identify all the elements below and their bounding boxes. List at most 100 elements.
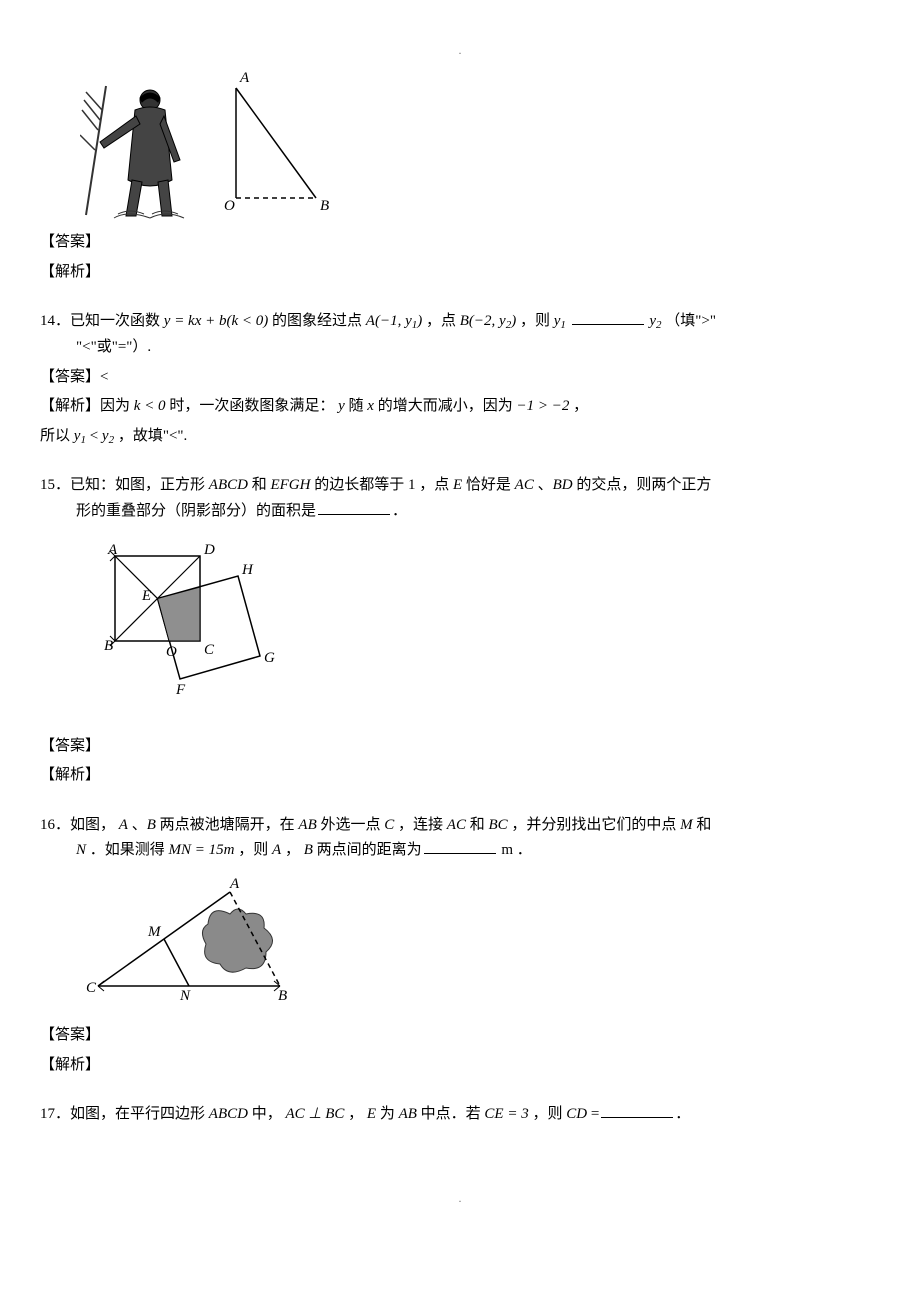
label-O: O: [224, 198, 235, 214]
lbl-G: G: [264, 650, 275, 666]
q13-analysis-label: 【解析】: [40, 260, 880, 286]
q14-y1-sub: 1: [560, 319, 566, 331]
q17-CD: CD: [566, 1106, 587, 1122]
q17-tf: ，则: [529, 1106, 567, 1122]
q17-AB: AB: [399, 1106, 417, 1122]
lbl-D: D: [203, 542, 215, 558]
q16-th: 和: [693, 817, 712, 833]
q15-text-b: 和: [248, 477, 271, 493]
q17-tb: 中，: [248, 1106, 286, 1122]
q16-AB: AB: [298, 817, 316, 833]
q16-l2c: MN = 15m: [169, 842, 235, 858]
q16-l2a: N: [76, 842, 86, 858]
lbl-F: F: [175, 682, 186, 698]
q16-l2e: A: [272, 842, 281, 858]
q16-te: ，连接: [394, 817, 447, 833]
q17-te: 中点．若: [417, 1106, 485, 1122]
q17-td: 为: [376, 1106, 399, 1122]
q14-an-g: −1 > −2: [516, 398, 569, 414]
lbl16-B: B: [278, 988, 287, 1004]
q15-ptE: E: [453, 477, 462, 493]
lbl-A: A: [107, 542, 118, 558]
top-marker: .: [40, 40, 880, 60]
q14-tail: （填">": [665, 313, 716, 329]
q16-M: M: [680, 817, 693, 833]
q15-AC: AC: [515, 477, 534, 493]
q15: 15．已知：如图，正方形 ABCD 和 EFGH 的边长都等于 1 ，点 E 恰…: [40, 473, 880, 789]
q17-tg: =: [587, 1106, 599, 1122]
lbl16-M: M: [147, 924, 162, 940]
bottom-marker: .: [40, 1188, 880, 1208]
q16-l2h: 两点间的距离为: [313, 842, 422, 858]
q16-l2f: ，: [281, 842, 304, 858]
q15-text-d: 恰好是: [462, 477, 515, 493]
q17-period: ．: [675, 1106, 690, 1122]
lbl-E: E: [141, 588, 151, 604]
q17-line1: 17．如图，在平行四边形 ABCD 中， AC ⊥ BC ， E 为 AB 中点…: [76, 1102, 880, 1128]
q14-y2-sub: 2: [656, 319, 662, 331]
q15-period: ．: [392, 503, 407, 519]
q17-num: 17．: [40, 1106, 70, 1122]
q17-ABCD: ABCD: [209, 1106, 248, 1122]
q16-figure: A B C M N: [80, 874, 880, 1014]
q16-unit: m ．: [501, 842, 531, 858]
page: . A O B: [0, 0, 920, 1288]
q13-answer-label: 【答案】: [40, 230, 880, 256]
q15-line2-text: 形的重叠部分（阴影部分）的面积是: [76, 503, 316, 519]
q16-AC: AC: [447, 817, 466, 833]
lbl-C: C: [204, 642, 215, 658]
pond-triangle-icon: A B C M N: [80, 874, 320, 1004]
label-A: A: [239, 70, 250, 86]
q14-an-f: 的增大而减小，因为: [374, 398, 517, 414]
q14-ptA: A(−1, y: [366, 313, 412, 329]
q15-sq1: ABCD: [209, 477, 248, 493]
q15-sq2: EFGH: [270, 477, 310, 493]
q15-text-f: 的交点，则两个正方: [573, 477, 712, 493]
q17-E: E: [367, 1106, 376, 1122]
q14-formula: y = kx + b(k < 0): [164, 313, 269, 329]
q16: 16．如图， A 、B 两点被池塘隔开，在 AB 外选一点 C ，连接 AC 和…: [40, 813, 880, 1079]
lbl16-C: C: [86, 980, 97, 996]
q16-num: 16．: [40, 817, 70, 833]
q17-tc: ，: [344, 1106, 367, 1122]
q15-answer-label: 【答案】: [40, 734, 880, 760]
q14-text-a: 已知一次函数: [70, 313, 164, 329]
q15-line1: 15．已知：如图，正方形 ABCD 和 EFGH 的边长都等于 1 ，点 E 恰…: [76, 473, 880, 499]
q14-an-cond: k < 0: [134, 398, 166, 414]
q14: 14．已知一次函数 y = kx + b(k < 0) 的图象经过点 A(−1,…: [40, 309, 880, 449]
q16-tb: 、: [128, 817, 147, 833]
q14-an-e: x: [367, 398, 374, 414]
q14-an-a: 因为: [100, 398, 134, 414]
q17-perp: AC ⊥ BC: [285, 1106, 344, 1122]
q16-l2d: ，则: [235, 842, 273, 858]
q14-num: 14．: [40, 313, 70, 329]
q14-an2-a: 所以: [40, 428, 74, 444]
q16-line1: 16．如图， A 、B 两点被池塘隔开，在 AB 外选一点 C ，连接 AC 和…: [76, 813, 880, 839]
lbl16-N: N: [179, 988, 191, 1004]
q14-an-h: ，: [569, 398, 588, 414]
q15-analysis-label: 【解析】: [40, 763, 880, 789]
q15-blank: [318, 499, 390, 515]
q16-analysis-label: 【解析】: [40, 1053, 880, 1079]
q16-l2g: B: [304, 842, 313, 858]
q14-line1: 14．已知一次函数 y = kx + b(k < 0) 的图象经过点 A(−1,…: [76, 309, 880, 335]
q15-num: 15．: [40, 477, 70, 493]
q14-sep2: ，则: [516, 313, 554, 329]
q14-sep1: ，点: [422, 313, 460, 329]
triangle-aob-icon: A O B: [216, 70, 356, 220]
lbl-O: O: [166, 644, 177, 660]
q17-blank: [601, 1102, 673, 1118]
q17-CE: CE = 3: [484, 1106, 528, 1122]
q17: 17．如图，在平行四边形 ABCD 中， AC ⊥ BC ， E 为 AB 中点…: [40, 1102, 880, 1128]
q13-figure: A O B: [80, 70, 880, 220]
lbl-H: H: [241, 562, 254, 578]
q14-answer-value: <: [100, 369, 108, 385]
q15-text-a: 已知：如图，正方形: [70, 477, 209, 493]
squares-overlap-icon: A D B C E O F G H: [80, 534, 300, 714]
q16-ta: 如图，: [70, 817, 119, 833]
q14-an2-c: <: [86, 428, 102, 444]
q16-tc: 两点被池塘隔开，在: [156, 817, 299, 833]
q16-line2: N ．如果测得 MN = 15m ，则 A ， B 两点间的距离为 m ．: [76, 838, 880, 864]
q14-an-c: y: [338, 398, 345, 414]
q15-figure: A D B C E O F G H: [80, 534, 880, 724]
